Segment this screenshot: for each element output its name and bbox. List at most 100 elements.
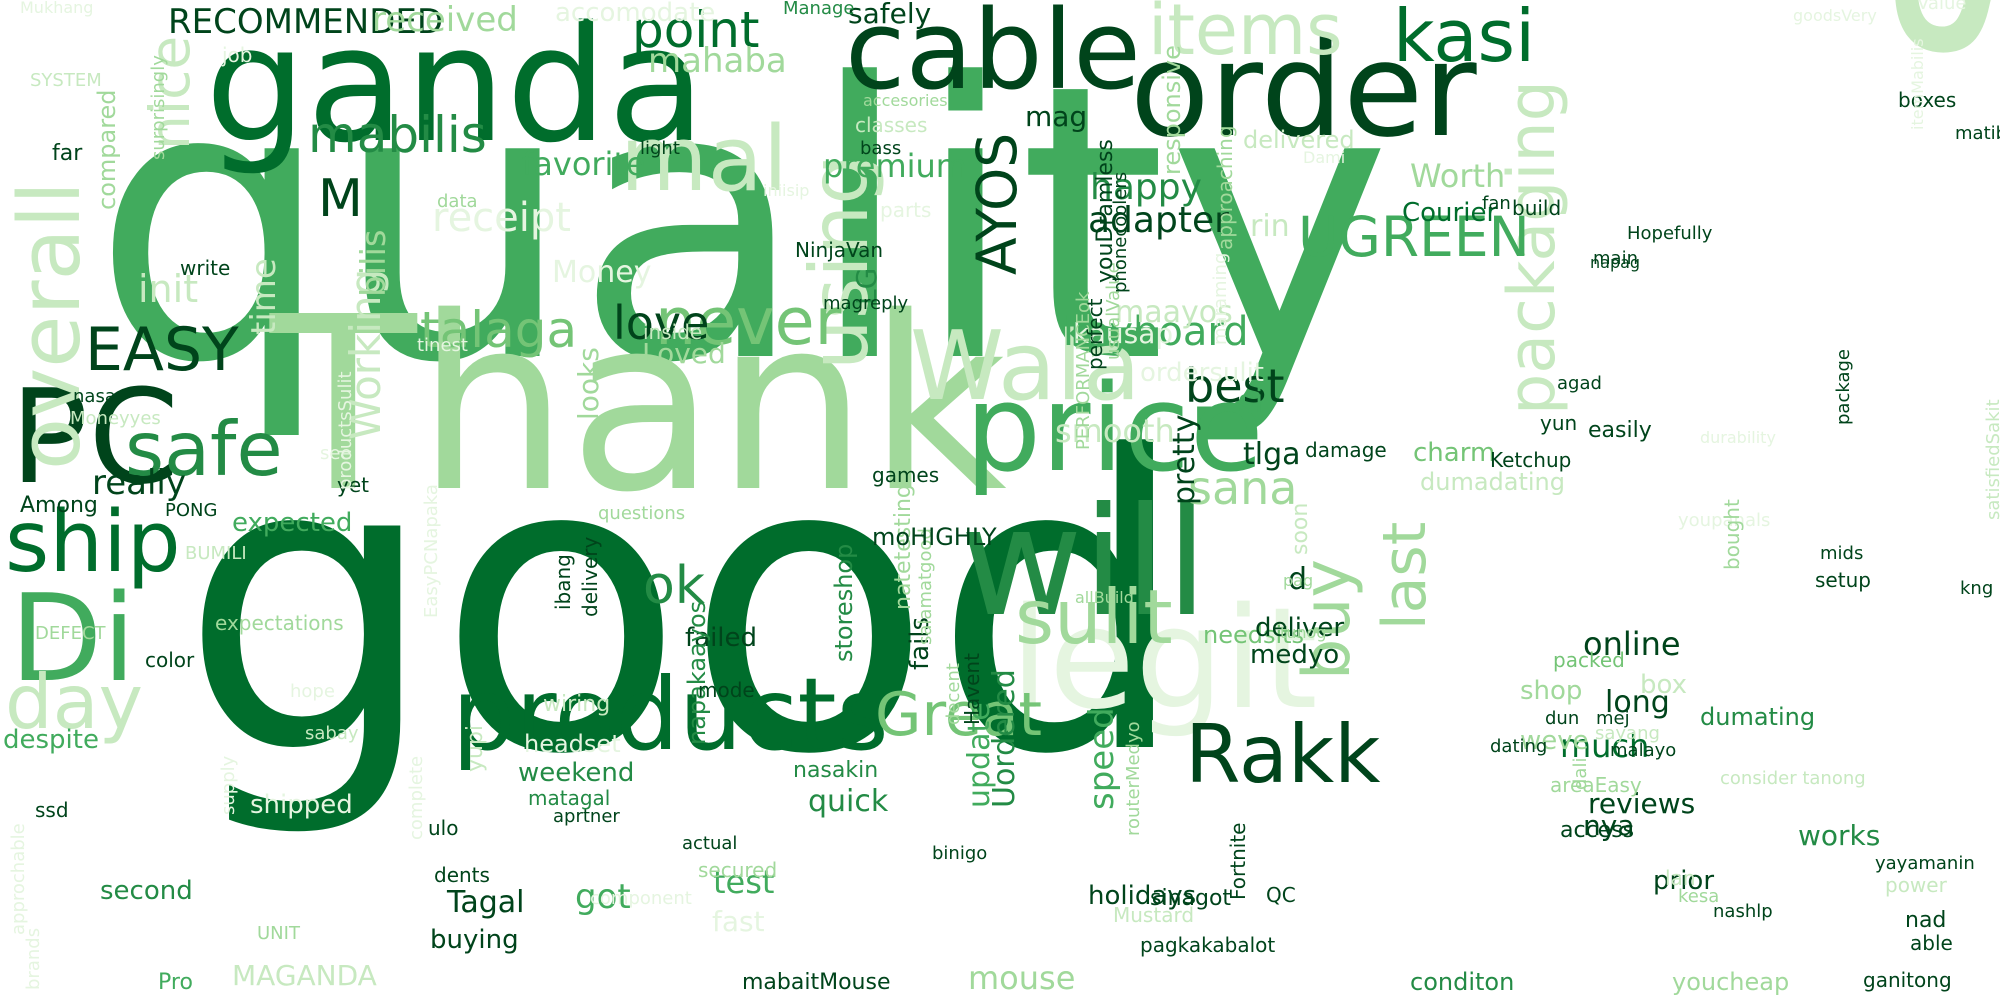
word: itemMabilis: [1908, 38, 1927, 130]
word: premium: [823, 147, 967, 185]
word: supply: [218, 755, 239, 815]
word: bought: [1720, 499, 1744, 570]
word: quick: [808, 784, 889, 819]
word: mabaitMouse: [742, 970, 891, 995]
word: bass: [860, 138, 902, 159]
word: tunog: [1280, 623, 1327, 642]
word: youcheap: [1672, 968, 1790, 996]
word: Ketchup: [1490, 448, 1572, 472]
word: questions: [598, 503, 686, 524]
word: prior: [1653, 866, 1715, 896]
word: access: [1560, 818, 1635, 843]
word: games: [872, 463, 940, 487]
word: Money: [552, 255, 652, 290]
word: mal: [620, 107, 788, 212]
word: goodsVery: [1793, 6, 1877, 25]
word: nasakin: [793, 758, 879, 783]
word: online: [1583, 625, 1681, 663]
word: looks: [572, 347, 605, 420]
word: works: [1798, 819, 1881, 852]
word: write: [180, 256, 231, 280]
word: init: [138, 267, 199, 311]
word: Wala: [910, 312, 1141, 422]
word: pagkakabalot: [1140, 933, 1276, 957]
word: long: [1605, 685, 1670, 720]
word: perfect: [1083, 298, 1107, 370]
word: fast: [712, 905, 765, 938]
word: dating: [1490, 736, 1548, 757]
word: talaga: [420, 301, 578, 359]
word: headset: [524, 730, 621, 758]
word: secured: [698, 858, 778, 882]
word: Di: [10, 570, 136, 709]
word: pretty: [1167, 414, 1202, 505]
word: iniisip: [763, 181, 810, 200]
word: PONG: [165, 500, 218, 521]
word: routerMedyo: [1123, 721, 1144, 836]
word: delivered: [1243, 126, 1355, 154]
word: ganitong: [1863, 968, 1952, 992]
word: moHIGHLY: [872, 523, 997, 551]
word: Manage: [783, 0, 855, 19]
word: classes: [855, 113, 928, 137]
word: products: [452, 656, 889, 773]
word: ssd: [35, 798, 69, 822]
word: aprtner: [553, 806, 620, 827]
word: see: [320, 443, 352, 464]
word: nasa: [73, 386, 116, 407]
word: yupi: [463, 724, 488, 772]
word: d: [1288, 562, 1308, 597]
word: data: [437, 191, 478, 212]
word: Pro: [158, 970, 193, 995]
word: dumadating: [1420, 468, 1565, 496]
word: ibang: [551, 554, 575, 610]
word: binigo: [932, 843, 988, 864]
word: actual: [682, 833, 738, 854]
word: kesa: [1678, 886, 1720, 907]
word: MAGANDA: [232, 959, 377, 992]
word: damage: [1305, 438, 1387, 462]
word: Courier: [1402, 198, 1498, 228]
word: boxes: [1898, 88, 1957, 112]
word: test: [713, 863, 775, 901]
word: tinest: [417, 335, 468, 356]
word: mids: [1820, 543, 1864, 564]
word: magreply: [823, 293, 909, 314]
word: expectations: [215, 611, 344, 635]
word: power: [1885, 873, 1947, 897]
word: packed: [1553, 648, 1625, 672]
word: sinagot: [1150, 886, 1232, 911]
word: able: [1910, 931, 1953, 955]
word: PC: [10, 361, 180, 513]
word: accesories: [863, 91, 948, 110]
word: conditon: [1410, 968, 1515, 996]
word: ok: [643, 556, 705, 616]
word: Uordered: [987, 669, 1022, 808]
word: dents: [434, 863, 490, 887]
word: M: [318, 169, 363, 229]
word: Mustard: [1113, 903, 1195, 927]
word: Thank: [270, 265, 1007, 545]
word: second: [100, 876, 193, 906]
word: Rakk: [1185, 708, 1381, 801]
word: yun: [1540, 411, 1578, 435]
word: surprisingly: [148, 55, 169, 160]
word: compared: [93, 89, 121, 210]
word: nya: [1583, 809, 1635, 842]
word: approchable: [8, 823, 29, 935]
word: NinjaVan: [795, 238, 884, 262]
word: allBuild: [1075, 588, 1134, 607]
word: soon: [1288, 502, 1313, 555]
word: job: [222, 43, 253, 67]
word: Worth: [1410, 157, 1506, 195]
word: ship: [5, 493, 181, 592]
word: sulit: [1015, 573, 1173, 661]
word: parts: [880, 198, 932, 222]
word: Loved: [642, 337, 726, 370]
word: yet: [337, 473, 369, 497]
word: got: [575, 877, 631, 917]
word: kng: [1960, 578, 1994, 599]
word: Dami: [1303, 148, 1346, 167]
word: color: [145, 648, 195, 672]
word: never: [655, 285, 842, 360]
